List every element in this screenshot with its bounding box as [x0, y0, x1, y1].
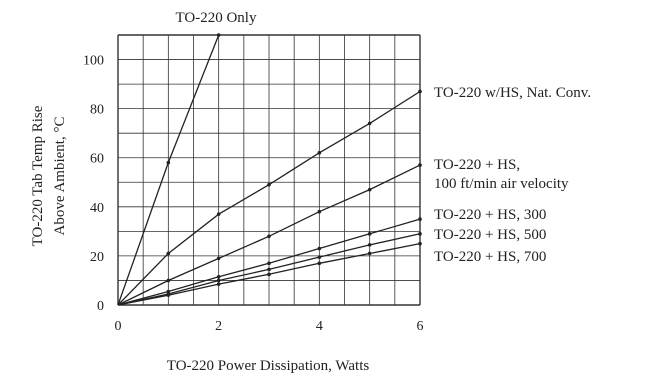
grid	[117, 34, 421, 306]
data-point	[166, 278, 171, 283]
series-annotations: TO-220 Only TO-220 w/HS, Nat. Conv. TO-220…	[176, 10, 592, 265]
data-point	[216, 274, 221, 279]
data-point	[367, 232, 372, 236]
y-tick-label: 20	[90, 250, 104, 265]
data-point	[216, 278, 221, 283]
data-point	[317, 151, 322, 155]
data-point	[367, 121, 372, 126]
y-tick-label: 80	[90, 103, 104, 118]
series-label-3: TO-220 + HS, 300	[434, 207, 546, 223]
y-tick-label: 100	[83, 54, 104, 69]
series-lines	[117, 33, 422, 306]
series-label-4: TO-220 + HS, 500	[434, 227, 546, 243]
series-label-0: TO-220 Only	[176, 10, 257, 26]
data-point	[418, 241, 422, 246]
data-point	[267, 234, 271, 239]
data-point	[166, 293, 171, 297]
data-point	[317, 209, 322, 214]
x-tick-label: 2	[215, 319, 222, 334]
data-point	[216, 256, 221, 261]
y-tick-label: 40	[90, 201, 104, 216]
data-point	[267, 267, 271, 272]
data-point	[367, 243, 372, 247]
x-tick-label: 0	[115, 319, 122, 334]
y-tick-label: 60	[90, 152, 104, 167]
data-point	[216, 33, 221, 37]
data-point	[418, 89, 422, 94]
data-point	[367, 187, 372, 192]
data-point	[267, 182, 271, 187]
data-point	[166, 251, 171, 256]
series-label-2: TO-220 + HS,	[434, 157, 520, 173]
data-point	[317, 246, 322, 251]
data-point	[267, 272, 271, 277]
data-point	[267, 261, 271, 266]
y-tick-label: 0	[97, 299, 104, 314]
series-label-1: TO-220 w/HS, Nat. Conv.	[434, 85, 591, 101]
data-point	[367, 251, 372, 256]
data-point	[216, 282, 221, 286]
data-point	[418, 163, 422, 167]
data-point	[317, 261, 322, 266]
data-point	[418, 217, 422, 221]
data-point	[166, 160, 171, 165]
data-point	[216, 212, 221, 216]
x-axis-label: TO-220 Power Dissipation, Watts	[167, 358, 370, 374]
data-point	[317, 255, 322, 259]
series-label-5: TO-220 + HS, 700	[434, 249, 546, 265]
x-tick-label: 4	[316, 319, 323, 334]
x-tick-label: 6	[417, 319, 424, 334]
y-axis-label-line2: Above Ambient, °C	[52, 117, 68, 236]
data-point	[418, 232, 422, 236]
series-label-2: 100 ft/min air velocity	[434, 176, 569, 192]
y-axis-label-line1: TO-220 Tab Temp Rise	[30, 105, 46, 246]
